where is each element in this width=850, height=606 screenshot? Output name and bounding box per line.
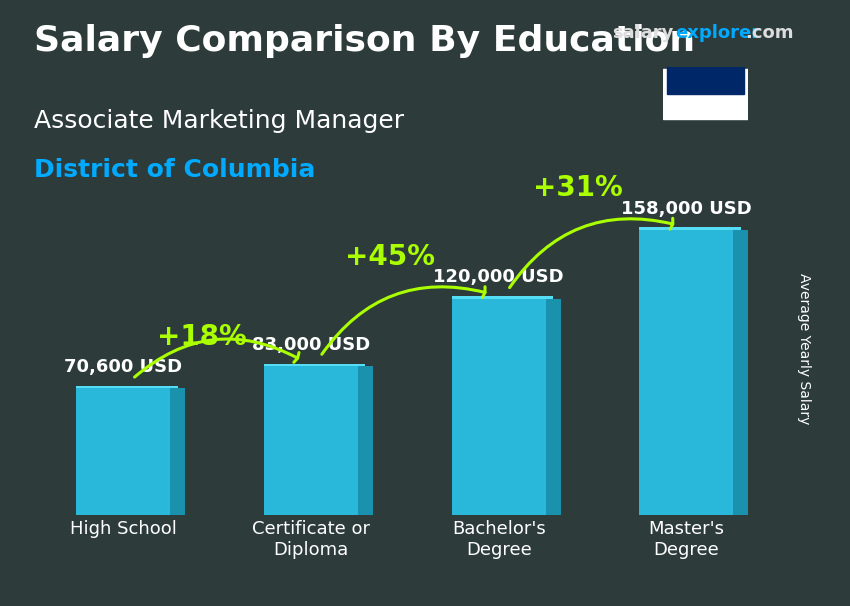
Bar <box>546 299 561 515</box>
Bar <box>76 388 170 515</box>
Text: salary: salary <box>612 24 673 42</box>
Text: 158,000 USD: 158,000 USD <box>621 200 751 218</box>
FancyBboxPatch shape <box>264 364 366 365</box>
Text: +45%: +45% <box>345 243 434 271</box>
Bar <box>639 230 734 515</box>
Text: +18%: +18% <box>157 323 246 351</box>
Bar <box>734 230 748 515</box>
Text: Average Yearly Salary: Average Yearly Salary <box>796 273 811 424</box>
Bar <box>451 299 546 515</box>
Bar <box>358 365 373 515</box>
Text: .com: .com <box>745 24 794 42</box>
Text: Associate Marketing Manager: Associate Marketing Manager <box>34 109 404 133</box>
Bar <box>170 388 185 515</box>
FancyBboxPatch shape <box>451 296 553 299</box>
Bar <box>264 365 358 515</box>
Text: 70,600 USD: 70,600 USD <box>64 358 182 376</box>
Text: explorer: explorer <box>676 24 761 42</box>
Text: Salary Comparison By Education: Salary Comparison By Education <box>34 24 695 58</box>
Text: 120,000 USD: 120,000 USD <box>434 268 564 286</box>
FancyBboxPatch shape <box>76 387 178 388</box>
Text: 83,000 USD: 83,000 USD <box>252 336 370 354</box>
FancyBboxPatch shape <box>639 227 741 230</box>
Text: District of Columbia: District of Columbia <box>34 158 315 182</box>
Text: +31%: +31% <box>533 175 622 202</box>
